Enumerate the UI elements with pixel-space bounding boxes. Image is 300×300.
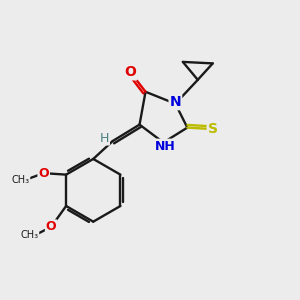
Text: S: S — [208, 122, 218, 136]
Text: O: O — [38, 167, 49, 180]
Text: H: H — [100, 132, 109, 145]
Text: NH: NH — [154, 140, 175, 153]
Text: O: O — [125, 65, 136, 80]
Text: CH₃: CH₃ — [20, 230, 38, 240]
Text: CH₃: CH₃ — [11, 175, 29, 185]
Text: O: O — [46, 220, 56, 233]
Text: N: N — [169, 95, 181, 109]
